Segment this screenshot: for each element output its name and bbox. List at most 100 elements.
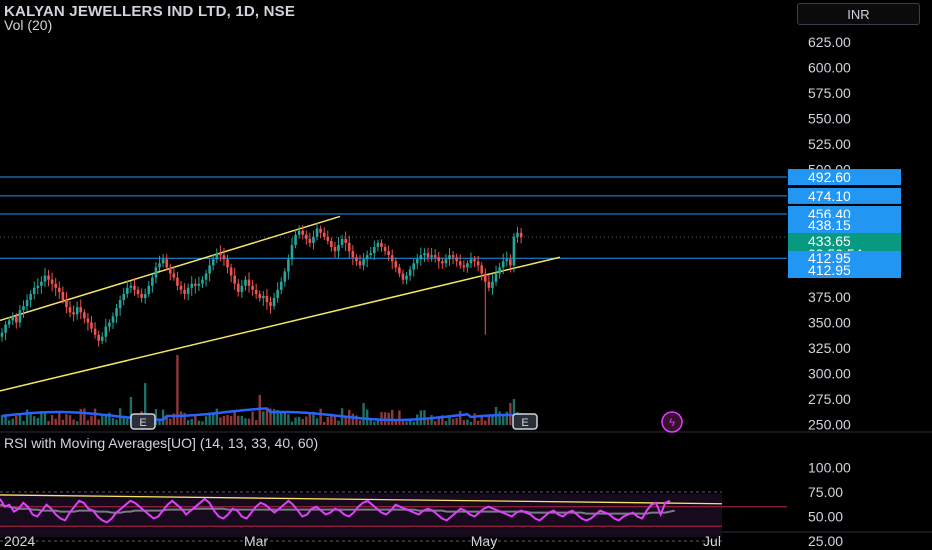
volume-bar (54, 418, 57, 425)
candle-body (15, 316, 18, 323)
candle-body (473, 259, 476, 262)
volume-bar (502, 415, 505, 425)
candle-body (229, 267, 233, 276)
candle-body (315, 228, 319, 237)
candle-body (83, 312, 86, 319)
candle-body (104, 326, 108, 337)
candle-body (458, 261, 462, 266)
candle-body (190, 283, 194, 288)
candle-body (165, 259, 168, 268)
candle-body (186, 287, 190, 294)
currency-button[interactable]: INR (797, 3, 920, 25)
volume-bar (391, 409, 394, 425)
candle-body (455, 257, 458, 262)
candle-body (387, 251, 390, 256)
volume-bar (229, 415, 233, 425)
candle-body (68, 307, 72, 313)
volume-bar (484, 420, 487, 425)
volume-ma-line (1, 407, 522, 422)
candle-body (176, 277, 179, 286)
candle-body (419, 255, 423, 260)
candle-body (376, 242, 380, 248)
volume-bar (419, 410, 423, 425)
candle-body (390, 255, 394, 262)
volume-bar (441, 415, 444, 425)
candle-body (412, 263, 415, 270)
volume-bar (233, 410, 236, 425)
volume-bar (323, 421, 326, 425)
volume-bar (512, 399, 516, 425)
level-price-badge-label: 456.40 (808, 206, 851, 222)
candle-body (297, 230, 301, 235)
volume-bar (283, 413, 287, 425)
candle-body (351, 251, 355, 258)
candle-body (18, 310, 22, 323)
candle-body (40, 281, 43, 286)
candle-body (115, 308, 118, 317)
candle-body (491, 281, 494, 288)
volume-bar (333, 415, 337, 425)
candle-body (179, 285, 183, 290)
candle-body (501, 261, 505, 268)
level-price-badge-label: 412.95 (808, 250, 851, 266)
volume-bar (97, 419, 100, 425)
volume-bar (401, 419, 405, 425)
candle-body (254, 289, 258, 294)
candle-body (4, 324, 7, 333)
candle-body (462, 265, 466, 268)
event-marker-glyph: ϟ (669, 417, 675, 429)
candle-body (358, 261, 362, 266)
volume-bar (197, 420, 201, 425)
candle-body (369, 253, 373, 256)
candle-body (444, 259, 448, 264)
volume-bar (0, 415, 4, 425)
volume-label: Vol (20) (4, 17, 53, 33)
price-badge-label: 438.15 (808, 217, 851, 233)
volume-bar (65, 414, 68, 425)
volume-bar (219, 417, 222, 425)
volume-bar (186, 420, 190, 425)
candle-body (29, 293, 32, 301)
price-tick-label: 625.00 (808, 34, 851, 50)
rsi-band-background (0, 494, 722, 537)
earnings-marker-label: E (521, 417, 528, 429)
candle-body (258, 293, 262, 299)
level-price-badge-label: 412.95 (808, 262, 851, 278)
volume-bar (505, 411, 508, 425)
candle-body (93, 328, 97, 335)
level-price-badge (788, 251, 901, 278)
volume-bar (40, 411, 43, 425)
volume-bar (208, 412, 211, 425)
volume-bar (330, 413, 333, 425)
candle-body (100, 336, 104, 341)
candle-body (168, 267, 172, 274)
candle-body (0, 332, 4, 337)
volume-bar (90, 415, 93, 425)
lower-channel-trendline (0, 256, 561, 392)
volume-bar (190, 418, 193, 425)
volume-bar (58, 412, 61, 425)
candle-body (294, 234, 297, 245)
volume-bar (430, 415, 433, 425)
candle-body (65, 300, 68, 308)
volume-bar (301, 418, 304, 425)
candle-body (437, 257, 441, 262)
candle-body (11, 316, 15, 321)
earnings-marker (512, 413, 538, 430)
candle-body (512, 236, 516, 266)
candle-body (401, 273, 405, 280)
volume-bar (194, 415, 197, 425)
volume-bar (405, 421, 408, 425)
candle-body (32, 287, 36, 294)
candle-body (211, 259, 215, 266)
volume-bar (15, 415, 18, 425)
candle-body (423, 253, 426, 256)
candle-body (365, 255, 369, 260)
volume-bar (469, 421, 473, 425)
volume-bar (251, 411, 254, 425)
candle-body (161, 259, 165, 264)
candle-body (262, 295, 265, 299)
candle-body (484, 273, 487, 282)
